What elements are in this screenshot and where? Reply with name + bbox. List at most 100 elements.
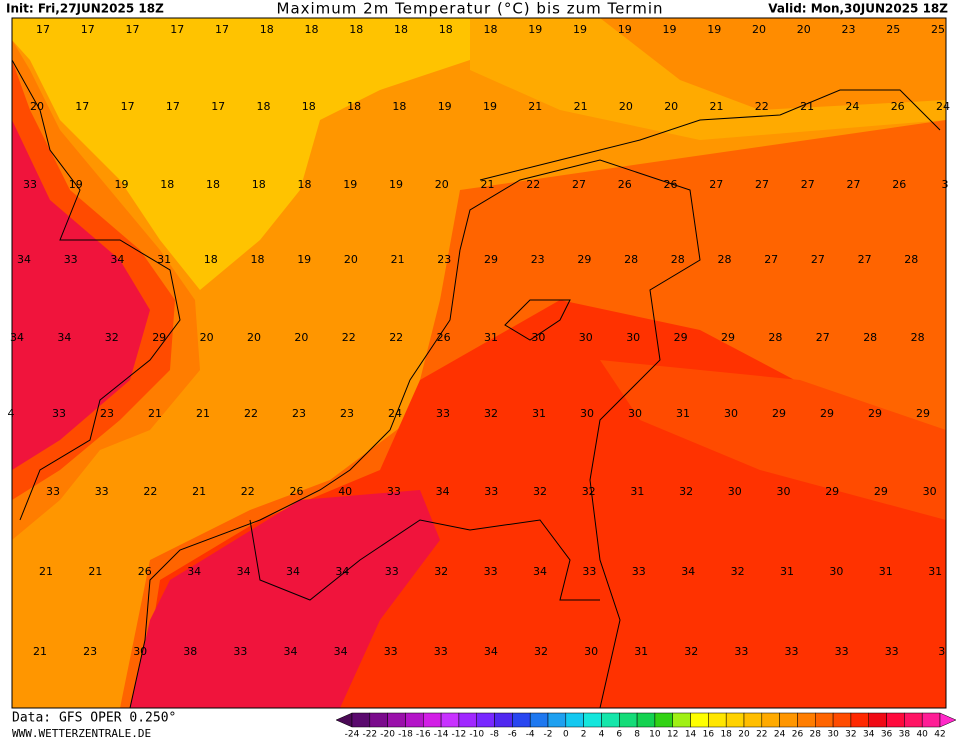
temperature-value: 26 (892, 178, 906, 191)
temperature-value: 21 (481, 178, 495, 191)
temperature-value: 18 (302, 100, 316, 113)
temperature-value: 20 (344, 253, 358, 266)
temperature-value: 26 (138, 565, 152, 578)
temperature-value: 28 (911, 331, 925, 344)
colorbar-label: -6 (508, 730, 517, 740)
temperature-value: 25 (886, 23, 900, 36)
colorbar-label: -24 (345, 730, 360, 740)
temperature-value: 24 (388, 407, 402, 420)
temperature-value: 31 (879, 565, 893, 578)
temperature-value: 32 (582, 485, 596, 498)
temperature-value: 33 (632, 565, 646, 578)
colorbar-label: -8 (490, 730, 499, 740)
temperature-value: 30 (580, 407, 594, 420)
temperature-value: 31 (532, 407, 546, 420)
temperature-value: 21 (148, 407, 162, 420)
temperature-value: 29 (820, 407, 834, 420)
colorbar-box (512, 712, 531, 728)
temperature-value: 23 (83, 645, 97, 658)
colorbar-label: -12 (452, 730, 467, 740)
temperature-value: 18 (439, 23, 453, 36)
temperature-value: 32 (484, 407, 498, 420)
temperature-value: 34 (286, 565, 300, 578)
temperature-value: 19 (528, 23, 542, 36)
colorbar-box (886, 712, 905, 728)
temperature-value: 28 (768, 331, 782, 344)
temperature-value: 40 (338, 485, 352, 498)
colorbar-label: -4 (526, 730, 535, 740)
colorbar-box (458, 712, 477, 728)
temperature-value: 18 (349, 23, 363, 36)
temperature-value: 30 (579, 331, 593, 344)
temperature-value: 20 (435, 178, 449, 191)
temperature-value: 33 (64, 253, 78, 266)
temperature-value: 28 (671, 253, 685, 266)
temperature-value: 30 (923, 485, 937, 498)
temperature-value: 18 (204, 253, 218, 266)
colorbar-box (636, 712, 656, 728)
temperature-value: 32 (105, 331, 119, 344)
temperature-value: 22 (526, 178, 540, 191)
temperature-value: 28 (904, 253, 918, 266)
temperature-value: 21 (33, 645, 47, 658)
colorbar-box (476, 712, 495, 728)
colorbar-label: 4 (599, 730, 605, 740)
temperature-value: 19 (573, 23, 587, 36)
temperature-value: 27 (847, 178, 861, 191)
temperature-value: 21 (528, 100, 542, 113)
colorbar-box (690, 712, 709, 728)
init-time: Init: Fri,27JUN2025 18Z (6, 2, 164, 16)
temperature-value: 19 (115, 178, 129, 191)
temperature-value: 29 (868, 407, 882, 420)
temperature-value: 32 (731, 565, 745, 578)
colorbar-label: 0 (563, 730, 569, 740)
temperature-value: 31 (157, 253, 171, 266)
temperature-value: 28 (624, 253, 638, 266)
temperature-value: 31 (634, 645, 648, 658)
temperature-value: 3 (938, 645, 945, 658)
temperature-value: 18 (484, 23, 498, 36)
temperature-value: 21 (710, 100, 724, 113)
colorbar-label: 28 (810, 730, 822, 740)
temperature-value: 34 (533, 565, 547, 578)
temperature-value: 29 (484, 253, 498, 266)
colorbar-label: 16 (703, 730, 715, 740)
temperature-value: 31 (676, 407, 690, 420)
temperature-value: 26 (290, 485, 304, 498)
temperature-value: 21 (196, 407, 210, 420)
colorbar-box (815, 712, 834, 728)
colorbar-label: 18 (720, 730, 732, 740)
colorbar-label: -18 (398, 730, 413, 740)
temperature-value: 23 (531, 253, 545, 266)
colorbar-label: 36 (881, 730, 893, 740)
temperature-value: 19 (389, 178, 403, 191)
colorbar-label: -10 (469, 730, 484, 740)
temperature-value: 33 (385, 565, 399, 578)
colorbar-box (832, 712, 852, 728)
colorbar-label: -16 (416, 730, 431, 740)
colorbar-label: 24 (774, 730, 786, 740)
colorbar-label: 38 (899, 730, 911, 740)
colorbar: -24 -22 -20 -18 -16 -14 -12 -10 -8 -6 -4 -2 0 2 4 6 8 10 1… (335, 712, 957, 740)
colorbar-box (904, 712, 923, 728)
temperature-value: 23 (340, 407, 354, 420)
temperature-value: 21 (800, 100, 814, 113)
temperature-value: 27 (709, 178, 723, 191)
temperature-value: 3 (942, 178, 949, 191)
temperature-value: 34 (110, 253, 124, 266)
temperature-value: 33 (52, 407, 66, 420)
temperature-value: 19 (69, 178, 83, 191)
temperature-value: 22 (755, 100, 769, 113)
temperature-value: 21 (39, 565, 53, 578)
colorbar-box (672, 712, 691, 728)
colorbar-arrow (939, 712, 957, 728)
temperature-value: 18 (257, 100, 271, 113)
temperature-value: 18 (160, 178, 174, 191)
colorbar-label: -22 (362, 730, 377, 740)
temperature-value: 18 (252, 178, 266, 191)
temperature-value: 30 (829, 565, 843, 578)
temperature-value: 23 (437, 253, 451, 266)
temperature-value: 34 (334, 645, 348, 658)
temperature-value: 33 (734, 645, 748, 658)
